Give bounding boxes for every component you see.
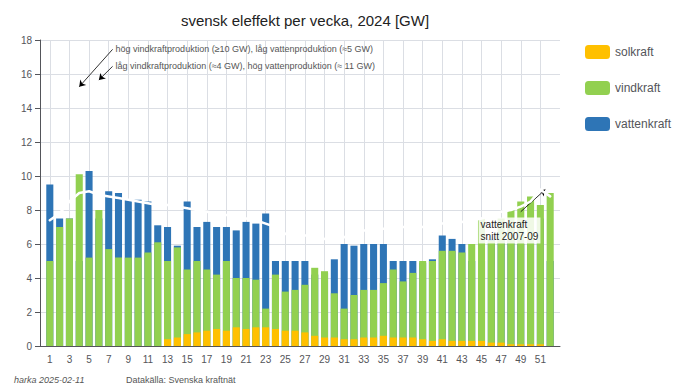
svg-text:45: 45 bbox=[476, 354, 488, 365]
svg-text:solkraft: solkraft bbox=[615, 45, 654, 59]
svg-text:19: 19 bbox=[221, 354, 233, 365]
svg-text:6: 6 bbox=[26, 239, 32, 250]
svg-text:25: 25 bbox=[280, 354, 292, 365]
svg-text:harka 2025-02-11: harka 2025-02-11 bbox=[14, 375, 84, 385]
svg-text:5: 5 bbox=[86, 354, 92, 365]
svg-text:21: 21 bbox=[240, 354, 252, 365]
svg-text:2: 2 bbox=[26, 307, 32, 318]
svg-text:4: 4 bbox=[26, 273, 32, 284]
svg-text:låg vindkraftproduktion (≈4 GW: låg vindkraftproduktion (≈4 GW), hög vat… bbox=[116, 61, 375, 71]
svg-text:14: 14 bbox=[21, 103, 33, 114]
svg-text:vindkraft: vindkraft bbox=[615, 81, 661, 95]
svg-text:41: 41 bbox=[437, 354, 449, 365]
svg-text:hög vindkraftproduktion (≥10 G: hög vindkraftproduktion (≥10 GW), låg va… bbox=[116, 44, 374, 54]
svg-text:18: 18 bbox=[21, 35, 33, 46]
svg-text:51: 51 bbox=[535, 354, 547, 365]
svg-text:43: 43 bbox=[456, 354, 468, 365]
svg-text:Datakälla: Svenska kraftnät: Datakälla: Svenska kraftnät bbox=[126, 375, 236, 385]
svg-text:35: 35 bbox=[378, 354, 390, 365]
svg-text:vattenkraft: vattenkraft bbox=[615, 117, 672, 131]
svg-text:33: 33 bbox=[358, 354, 370, 365]
svg-text:1: 1 bbox=[47, 354, 53, 365]
svg-text:10: 10 bbox=[21, 171, 33, 182]
svg-text:svensk eleffekt per vecka, 202: svensk eleffekt per vecka, 2024 [GW] bbox=[181, 12, 429, 29]
svg-text:27: 27 bbox=[299, 354, 311, 365]
svg-text:0: 0 bbox=[26, 341, 32, 352]
svg-text:11: 11 bbox=[143, 354, 154, 365]
svg-text:47: 47 bbox=[496, 354, 508, 365]
svg-text:17: 17 bbox=[201, 354, 213, 365]
svg-text:31: 31 bbox=[339, 354, 351, 365]
svg-text:8: 8 bbox=[26, 205, 32, 216]
svg-text:9: 9 bbox=[126, 354, 132, 365]
svg-text:23: 23 bbox=[260, 354, 272, 365]
svg-text:12: 12 bbox=[21, 137, 33, 148]
svg-text:13: 13 bbox=[162, 354, 174, 365]
svg-text:3: 3 bbox=[67, 354, 73, 365]
svg-text:vattenkraft: vattenkraft bbox=[481, 219, 528, 230]
svg-text:7: 7 bbox=[106, 354, 112, 365]
svg-text:39: 39 bbox=[417, 354, 429, 365]
svg-text:16: 16 bbox=[21, 69, 33, 80]
svg-text:29: 29 bbox=[319, 354, 331, 365]
svg-text:49: 49 bbox=[515, 354, 527, 365]
svg-text:15: 15 bbox=[182, 354, 194, 365]
svg-text:snitt 2007-09: snitt 2007-09 bbox=[481, 231, 539, 242]
svg-text:37: 37 bbox=[397, 354, 409, 365]
